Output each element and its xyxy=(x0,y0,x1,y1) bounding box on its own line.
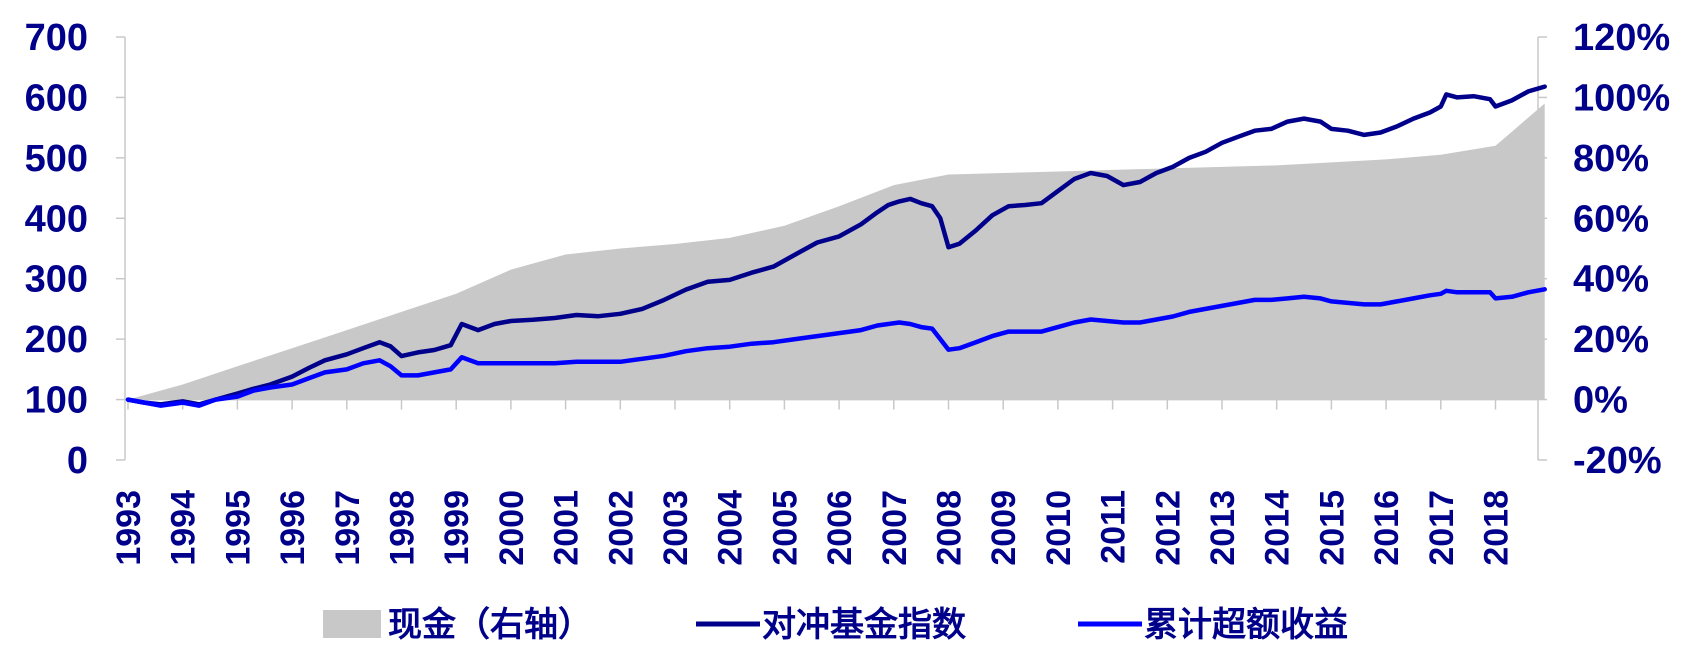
x-tick-label: 2018 xyxy=(1478,490,1516,566)
x-tick-label: 2015 xyxy=(1313,490,1351,566)
y-tick-label-right: 20% xyxy=(1573,319,1649,361)
y-tick-label-left: 100 xyxy=(25,380,88,422)
y-tick-label-left: 700 xyxy=(25,17,88,59)
legend-label-cash: 现金（右轴） xyxy=(388,605,592,645)
y-tick-label-left: 0 xyxy=(67,440,88,482)
y-tick-label-right: -20% xyxy=(1573,440,1662,482)
x-tick-label: 2003 xyxy=(657,490,695,566)
x-tick-label: 1998 xyxy=(384,490,422,566)
x-tick-label: 2006 xyxy=(821,490,859,566)
area-series-cash xyxy=(128,103,1545,400)
line-series-hedge-index xyxy=(125,84,1547,407)
x-tick-label: 2009 xyxy=(985,490,1023,566)
x-tick-label: 2012 xyxy=(1149,490,1187,566)
y-tick-label-left: 600 xyxy=(25,77,88,119)
x-tick-label: 2002 xyxy=(602,490,640,566)
y-tick-label-right: 60% xyxy=(1573,198,1649,240)
x-tick-label: 1997 xyxy=(329,490,367,566)
legend-swatch-cash xyxy=(323,610,381,638)
y-tick-labels-left: 0 100 200 300 400 500 600 700 xyxy=(25,17,88,482)
legend-label-excess-return: 累计超额收益 xyxy=(1144,605,1348,645)
x-tick-label: 1993 xyxy=(110,490,148,566)
x-tick-label: 2007 xyxy=(876,490,914,566)
y-tick-label-right: 0% xyxy=(1573,380,1628,422)
x-tick-labels: 1993 1994 1995 1996 1997 1998 1999 2000 2001 2002… xyxy=(110,490,1516,566)
x-tick-label: 2001 xyxy=(548,490,586,566)
legend: 现金（右轴） 对冲基金指数 累计超额收益 xyxy=(323,605,1348,645)
x-tick-label: 1994 xyxy=(165,490,203,566)
x-tick-label: 2011 xyxy=(1095,490,1133,564)
x-tick-label: 1999 xyxy=(438,490,476,566)
y-tick-label-right: 40% xyxy=(1573,259,1649,301)
y-tick-labels-right: -20% 0% 20% 40% 60% 80% 100% 120% xyxy=(1573,17,1670,482)
x-tick-label: 2005 xyxy=(766,490,804,566)
x-tick-label: 2016 xyxy=(1368,490,1406,566)
x-tick-label: 2010 xyxy=(1040,490,1078,566)
axes-layer xyxy=(116,36,1547,461)
line-series-excess-return xyxy=(125,287,1547,408)
x-tick-label: 2004 xyxy=(712,490,750,566)
x-tick-label: 1995 xyxy=(219,490,257,566)
lines-layer xyxy=(125,84,1547,408)
y-tick-label-left: 400 xyxy=(25,198,88,240)
y-tick-label-left: 500 xyxy=(25,138,88,180)
y-tick-label-left: 300 xyxy=(25,259,88,301)
x-tick-label: 2014 xyxy=(1259,490,1297,566)
y-tick-label-right: 120% xyxy=(1573,17,1670,59)
x-tick-label: 2017 xyxy=(1423,490,1461,566)
y-tick-label-right: 80% xyxy=(1573,138,1649,180)
x-tick-label: 2000 xyxy=(493,490,531,566)
y-tick-label-left: 200 xyxy=(25,319,88,361)
y-tick-label-right: 100% xyxy=(1573,77,1670,119)
x-tick-label: 1996 xyxy=(274,490,312,566)
area-layer xyxy=(128,103,1545,400)
x-tick-label: 2013 xyxy=(1204,490,1242,566)
legend-label-hedge-index: 对冲基金指数 xyxy=(762,605,966,645)
x-tick-label: 2008 xyxy=(931,490,969,566)
